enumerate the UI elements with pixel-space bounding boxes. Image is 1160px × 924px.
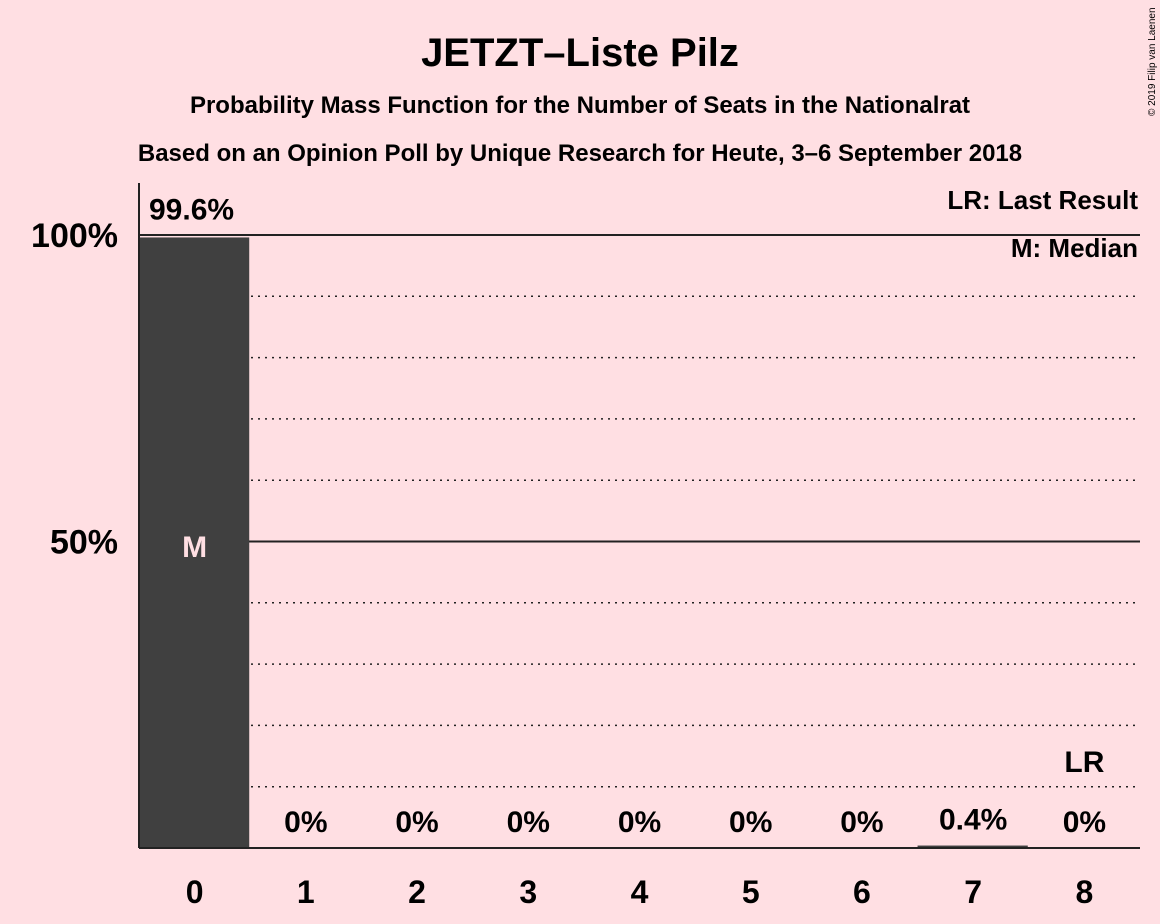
legend-median: M: Median (1011, 233, 1138, 263)
last-result-mark: LR (1064, 746, 1104, 779)
x-tick-label: 5 (742, 874, 760, 910)
bar-value-label: 0% (618, 806, 661, 839)
bar-value-label: 0% (840, 806, 883, 839)
x-tick-label: 6 (853, 874, 871, 910)
gridlines (139, 234, 1140, 788)
bar-value-label: 0% (507, 806, 550, 839)
chart-title: JETZT–Liste Pilz (421, 31, 739, 75)
x-tick-label: 2 (408, 874, 426, 910)
chart-subtitle: Probability Mass Function for the Number… (190, 92, 970, 119)
bar (139, 237, 250, 848)
chart-subtitle-poll: Based on an Opinion Poll by Unique Resea… (138, 140, 1022, 167)
bar (917, 845, 1028, 848)
bar-value-label: 0% (1063, 806, 1106, 839)
y-tick-label: 50% (50, 524, 118, 562)
bar-value-label: 0.4% (939, 804, 1007, 837)
x-tick-label: 1 (297, 874, 315, 910)
bar-value-label: 0% (729, 806, 772, 839)
bar-value-label: 0% (284, 806, 327, 839)
x-tick-label: 0 (186, 874, 204, 910)
copyright-note: © 2019 Filip van Laenen (1147, 7, 1158, 116)
median-mark: M (182, 531, 207, 564)
bar-value-label: 0% (395, 806, 438, 839)
legend-last-result: LR: Last Result (947, 185, 1138, 215)
x-tick-label: 7 (964, 874, 982, 910)
bars (139, 237, 1028, 848)
labels: 50%100%099.6%M10%20%30%40%50%60%70.4%80%… (31, 193, 1106, 910)
x-tick-label: 4 (631, 874, 649, 910)
x-tick-label: 8 (1075, 874, 1093, 910)
x-tick-label: 3 (519, 874, 537, 910)
bar-value-label: 99.6% (149, 193, 234, 226)
y-tick-label: 100% (31, 217, 118, 255)
axes (138, 183, 1140, 849)
